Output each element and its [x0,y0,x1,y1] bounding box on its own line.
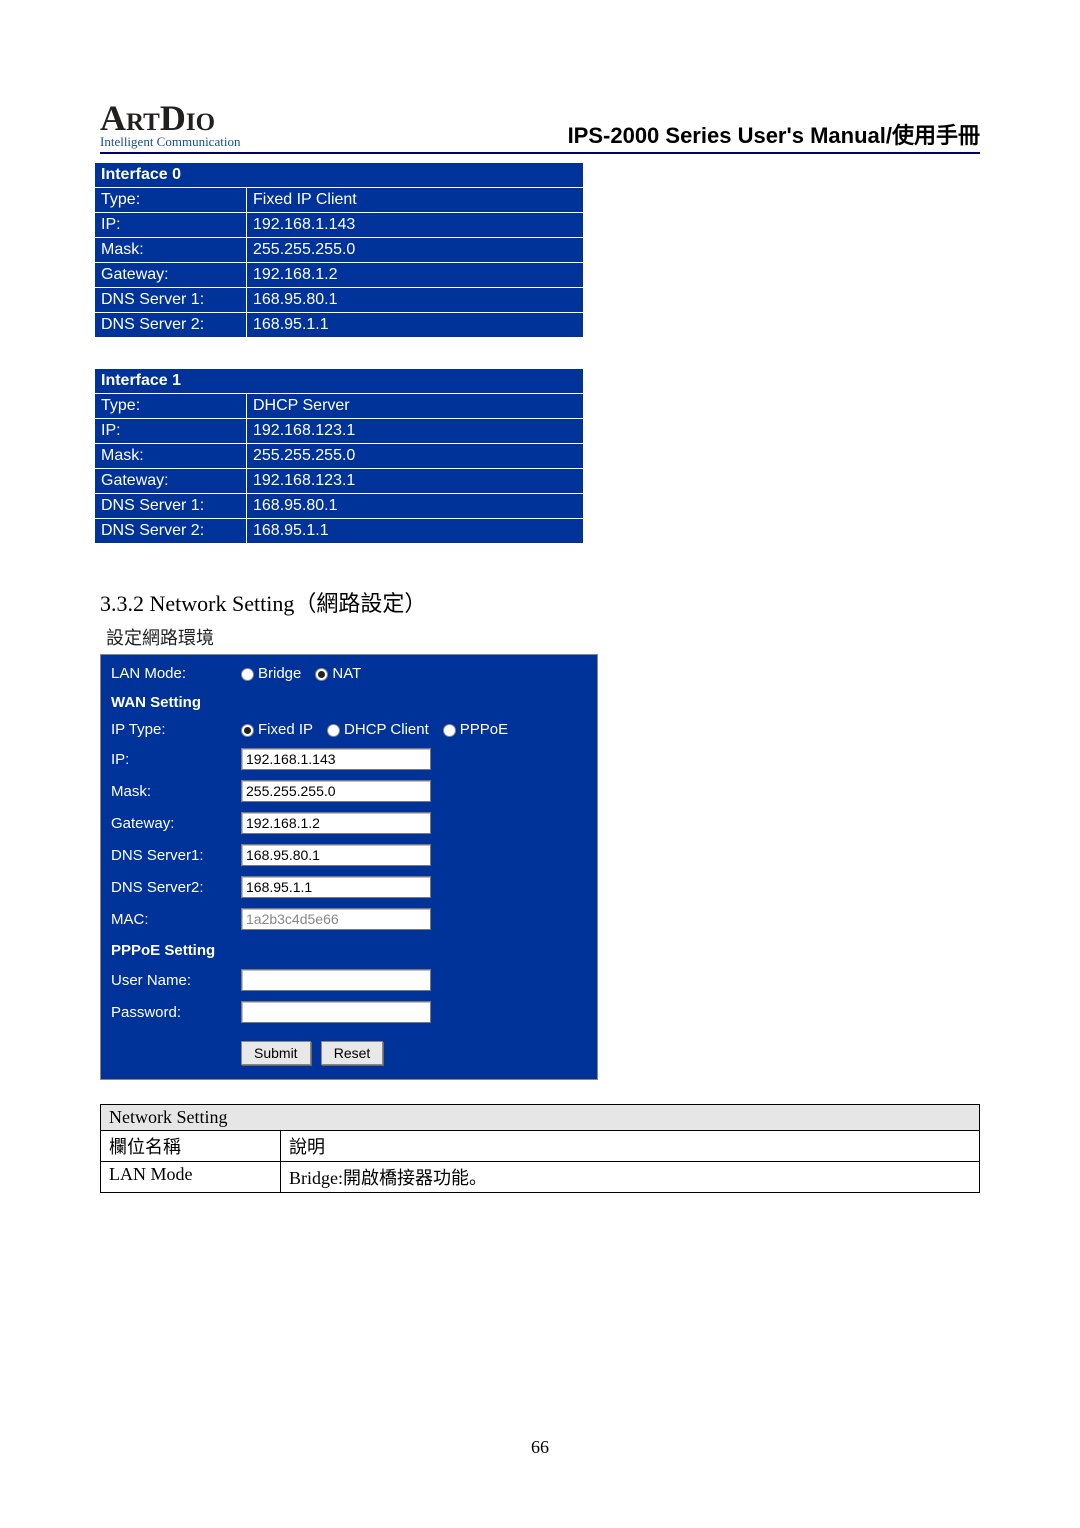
logo-tagline: Intelligent Communication [100,134,240,150]
if0-label: Mask: [95,238,247,263]
if0-value: 168.95.1.1 [247,313,584,338]
mask-input[interactable] [241,780,431,802]
if0-label: Gateway: [95,263,247,288]
if1-value: 192.168.123.1 [247,419,584,444]
if1-value: 168.95.1.1 [247,519,584,544]
if0-value: 255.255.255.0 [247,238,584,263]
pppoe-user-label: User Name: [111,972,241,989]
ip-type-label: IP Type: [111,721,241,738]
wan-setting-title: WAN Setting [111,694,587,711]
ip-input[interactable] [241,748,431,770]
ip-type-pppoe-radio[interactable]: PPPoE [443,721,508,738]
if1-label: Type: [95,394,247,419]
if1-label: Mask: [95,444,247,469]
if1-value: 255.255.255.0 [247,444,584,469]
logo-text: ArtDio [100,100,240,136]
manual-title-cn: 使用手冊 [892,123,980,148]
if0-value: 168.95.80.1 [247,288,584,313]
if0-label: DNS Server 1: [95,288,247,313]
interface0-table: Interface 0 Type:Fixed IP Client IP:192.… [94,162,584,338]
desc-row-desc: Bridge:開啟橋接器功能。 [281,1162,980,1193]
mac-input[interactable] [241,908,431,930]
pppoe-pass-label: Password: [111,1004,241,1021]
mac-label: MAC: [111,911,241,928]
manual-title-en: IPS-2000 Series User's Manual [568,123,886,148]
dns1-label: DNS Server1: [111,847,241,864]
page-header: ArtDio Intelligent Communication IPS-200… [100,100,980,154]
desc-row-field: LAN Mode [101,1162,281,1193]
if0-label: IP: [95,213,247,238]
dns1-input[interactable] [241,844,431,866]
interface1-title: Interface 1 [95,369,584,394]
if1-value: DHCP Server [247,394,584,419]
if1-label: DNS Server 2: [95,519,247,544]
desc-col-desc: 說明 [281,1131,980,1162]
page-number: 66 [100,1437,980,1458]
ip-type-dhcp-radio[interactable]: DHCP Client [327,721,429,738]
desc-title: Network Setting [101,1105,980,1131]
section-sub: 設定網路環境 [100,624,980,650]
if0-label: Type: [95,188,247,213]
gateway-label: Gateway: [111,815,241,832]
if1-label: IP: [95,419,247,444]
if0-value: 192.168.1.2 [247,263,584,288]
lan-mode-nat-radio[interactable]: NAT [315,665,361,682]
manual-title: IPS-2000 Series User's Manual/使用手冊 [568,118,980,150]
ip-type-fixed-radio[interactable]: Fixed IP [241,721,313,738]
section-heading: 3.3.2 Network Setting（網路設定） [100,586,980,618]
lan-mode-label: LAN Mode: [111,665,241,682]
mask-label: Mask: [111,783,241,800]
if0-label: DNS Server 2: [95,313,247,338]
gateway-input[interactable] [241,812,431,834]
pppoe-user-input[interactable] [241,969,431,991]
desc-col-field: 欄位名稱 [101,1131,281,1162]
interface0-title: Interface 0 [95,163,584,188]
if1-value: 168.95.80.1 [247,494,584,519]
pppoe-pass-input[interactable] [241,1001,431,1023]
reset-button[interactable]: Reset [321,1041,384,1065]
logo-block: ArtDio Intelligent Communication [100,100,240,150]
dns2-label: DNS Server2: [111,879,241,896]
dns2-input[interactable] [241,876,431,898]
lan-mode-bridge-radio[interactable]: Bridge [241,665,301,682]
network-settings-panel: LAN Mode: Bridge NAT WAN Setting IP Type… [100,654,598,1080]
ip-label: IP: [111,751,241,768]
pppoe-setting-title: PPPoE Setting [111,942,587,959]
if1-label: DNS Server 1: [95,494,247,519]
submit-button[interactable]: Submit [241,1041,311,1065]
description-table: Network Setting 欄位名稱 說明 LAN Mode Bridge:… [100,1104,980,1193]
interface1-table: Interface 1 Type:DHCP Server IP:192.168.… [94,368,584,544]
if1-value: 192.168.123.1 [247,469,584,494]
if1-label: Gateway: [95,469,247,494]
if0-value: 192.168.1.143 [247,213,584,238]
if0-value: Fixed IP Client [247,188,584,213]
